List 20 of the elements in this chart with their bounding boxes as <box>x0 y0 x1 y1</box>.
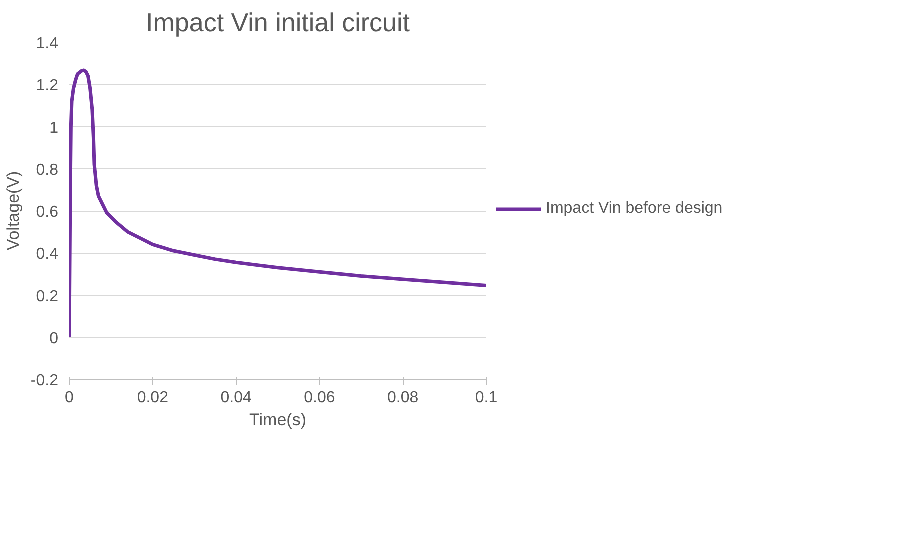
x-tick-label: 0.02 <box>137 390 169 406</box>
x-tick-label: 0.08 <box>388 390 419 406</box>
x-tick-label: 0.1 <box>475 390 498 406</box>
y-tick-label: 1.2 <box>36 78 59 95</box>
line-series <box>70 68 486 340</box>
x-axis-title: Time(s) <box>250 410 306 430</box>
x-tick-label: 0 <box>65 390 74 406</box>
y-tick-label: 0.6 <box>36 204 59 221</box>
y-tick-label: 1 <box>50 120 59 137</box>
y-tick-label: 0.4 <box>36 246 59 264</box>
x-tick-label: 0.04 <box>220 390 252 406</box>
x-tick-label: 0.06 <box>304 390 336 406</box>
y-tick-label: 0 <box>50 330 59 348</box>
chart-title: Impact Vin initial circuit <box>146 8 411 38</box>
y-tick-label: 1.4 <box>36 36 59 52</box>
y-tick-label: 0.2 <box>36 288 59 306</box>
y-axis-title: Voltage(V) <box>4 171 23 251</box>
legend-label: Impact Vin before design <box>546 200 723 218</box>
y-tick-label: -0.2 <box>30 372 59 390</box>
y-tick-label: 0.8 <box>36 162 59 179</box>
